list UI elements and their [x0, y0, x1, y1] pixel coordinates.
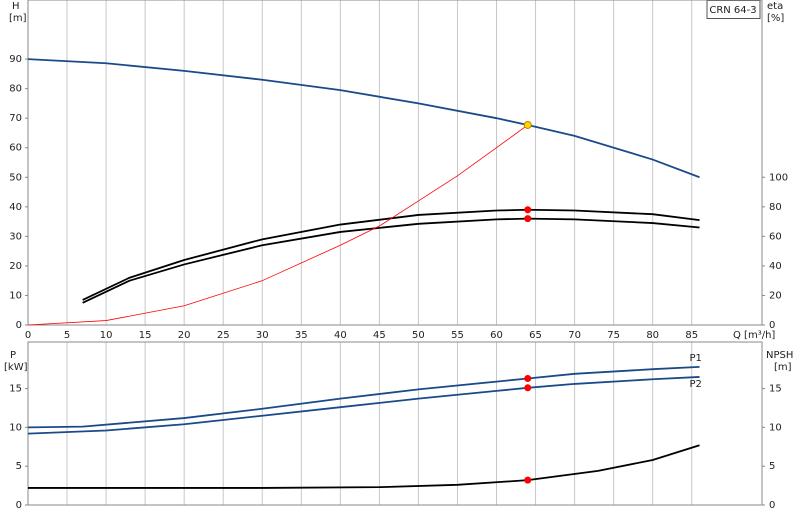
y-tick-label: 20 [9, 261, 22, 272]
y-label: P [10, 350, 16, 361]
x-label: Q [m³/h] [733, 330, 775, 341]
y-tick-label: 40 [9, 202, 22, 213]
x-tick-label: 15 [139, 330, 152, 341]
curve [82, 208, 700, 301]
x-tick-label: 65 [529, 330, 542, 341]
y2-tick-label: 20 [769, 290, 782, 301]
y2-label: NPSH [766, 350, 793, 361]
x-tick-label: 85 [685, 330, 698, 341]
y-tick-label: 70 [9, 113, 22, 124]
curve [27, 376, 700, 435]
y2-tick-label: 80 [769, 202, 782, 213]
y2-tick-label: 5 [769, 461, 775, 472]
y-unit: [m] [9, 13, 27, 24]
x-tick-label: 70 [568, 330, 581, 341]
x-tick-label: 50 [412, 330, 425, 341]
curve [28, 444, 700, 489]
plot-frame [27, 0, 763, 326]
y-tick-label: 0 [16, 500, 22, 511]
y-tick-label: 0 [16, 320, 22, 331]
y-tick-label: 60 [9, 143, 22, 154]
x-tick-label: 45 [373, 330, 386, 341]
curve [27, 124, 528, 326]
y-tick-label: 15 [9, 384, 22, 395]
x-tick-label: 55 [451, 330, 464, 341]
y-label: H [12, 1, 20, 12]
x-tick-label: 35 [295, 330, 308, 341]
x-tick-label: 80 [646, 330, 659, 341]
y-tick-label: 5 [16, 461, 22, 472]
y-tick-label: 10 [9, 422, 22, 433]
x-tick-label: 0 [25, 330, 31, 341]
duty-point [524, 476, 532, 484]
duty-point [524, 215, 532, 223]
y-tick-label: 30 [9, 231, 22, 242]
series-label: P2 [690, 379, 702, 390]
x-tick-label: 40 [334, 330, 347, 341]
y-tick-label: 90 [9, 54, 22, 65]
curve [82, 217, 700, 304]
y-unit: [kW] [4, 362, 28, 373]
y-tick-label: 50 [9, 172, 22, 183]
x-tick-label: 60 [490, 330, 503, 341]
y2-unit: [%] [767, 13, 784, 24]
y-tick-label: 80 [9, 84, 22, 95]
y2-tick-label: 40 [769, 261, 782, 272]
x-tick-label: 75 [607, 330, 620, 341]
x-tick-label: 20 [178, 330, 191, 341]
duty-point [523, 120, 532, 129]
y2-tick-label: 10 [769, 422, 782, 433]
x-tick-label: 5 [64, 330, 70, 341]
y2-tick-label: 0 [769, 500, 775, 511]
plot-frame [27, 341, 763, 506]
x-tick-label: 25 [217, 330, 230, 341]
curve [27, 58, 700, 179]
duty-point [524, 384, 532, 392]
y2-tick-label: 0 [769, 320, 775, 331]
duty-point [524, 374, 532, 382]
x-tick-label: 30 [256, 330, 269, 341]
y2-tick-label: 60 [769, 231, 782, 242]
y2-unit: [m] [774, 362, 792, 373]
model-label: CRN 64-3 [709, 5, 756, 16]
y2-tick-label: 100 [769, 172, 788, 183]
y2-label: eta [767, 1, 783, 12]
y-tick-label: 10 [9, 290, 22, 301]
curve [27, 365, 700, 429]
series-label: P1 [690, 353, 702, 364]
duty-point [524, 206, 532, 214]
y2-tick-label: 15 [769, 384, 782, 395]
x-tick-label: 10 [100, 330, 113, 341]
